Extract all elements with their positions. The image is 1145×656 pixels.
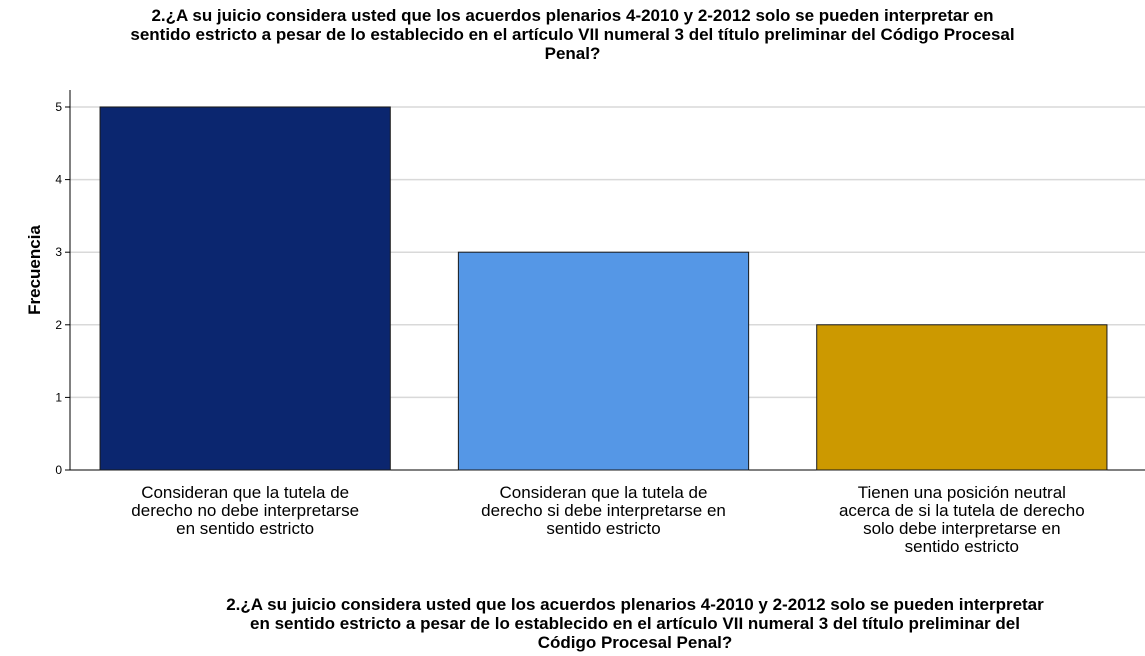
bar [457,251,750,471]
x-tick-label: Consideran que la tutela de [500,483,708,502]
x-tick-label: Tienen una posición neutral [858,483,1066,502]
x-tick-label: solo debe interpretarse en [863,519,1061,538]
x-tick-label: acerca de si la tutela de derecho [839,501,1085,520]
x-axis-title-line: 2.¿A su juicio considera usted que los a… [226,595,1044,614]
y-tick-label: 0 [55,463,62,477]
chart-title-line: sentido estricto a pesar de lo estableci… [130,25,1015,44]
y-tick-label: 5 [55,100,62,114]
x-tick-label: sentido estricto [905,537,1019,556]
chart-title-line: 2.¿A su juicio considera usted que los a… [151,6,994,25]
y-tick-label: 2 [55,318,62,332]
bar [816,324,1108,471]
x-axis-title: 2.¿A su juicio considera usted que los a… [70,595,1145,652]
bar [99,106,391,471]
x-tick-label: Consideran que la tutela de [141,483,349,502]
y-axis-title: Frecuencia [25,225,44,315]
y-tick-label: 3 [55,245,62,259]
chart-title-line: Penal? [544,44,601,63]
x-tick-label: sentido estricto [546,519,660,538]
x-tick-label: derecho si debe interpretarse en [481,501,726,520]
x-axis-title-line: Código Procesal Penal? [537,633,733,652]
x-axis-title-line: en sentido estricto a pesar de lo establ… [250,614,1020,633]
chart-title: 2.¿A su juicio considera usted que los a… [0,6,1145,63]
x-tick-label: derecho no debe interpretarse [131,501,359,520]
y-tick-label: 4 [55,173,62,187]
x-tick-label: en sentido estricto [176,519,314,538]
y-tick-label: 1 [55,390,62,404]
